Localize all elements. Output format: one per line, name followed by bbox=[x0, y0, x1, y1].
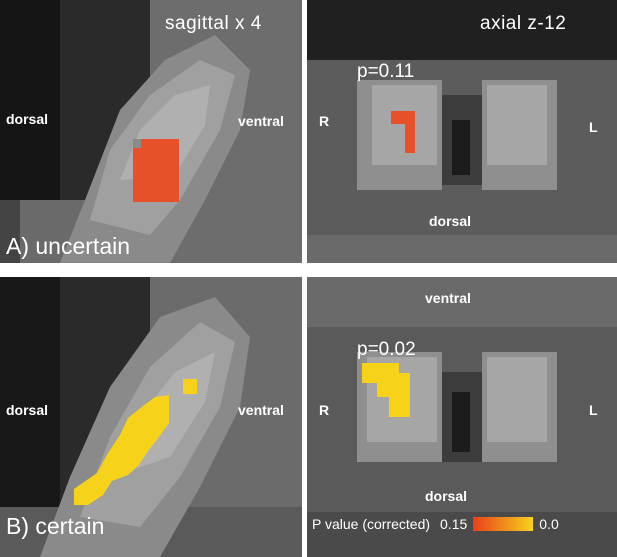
certain-overlay-dot bbox=[183, 379, 197, 394]
color-legend: P value (corrected) 0.15 0.0 bbox=[312, 512, 559, 536]
view-label: axial z-12 bbox=[480, 13, 567, 34]
left-direction-label: dorsal bbox=[6, 111, 49, 127]
panel-sagittal-uncertain: sagittal x 4 dorsal ventral A) uncertain bbox=[0, 0, 302, 263]
panel-sagittal-certain: dorsal ventral B) certain bbox=[0, 277, 302, 557]
mri-slice-image bbox=[0, 0, 302, 263]
legend-min-label: 0.15 bbox=[440, 516, 468, 532]
mri-slice-image bbox=[307, 277, 617, 557]
panel-axial-uncertain: axial z-12 p=0.11 R L dorsal bbox=[307, 0, 617, 263]
mri-slice-image bbox=[0, 277, 302, 557]
condition-label: B) certain bbox=[6, 513, 105, 539]
left-direction-label: R bbox=[319, 113, 330, 129]
legend-colorbar bbox=[473, 517, 534, 531]
right-direction-label: ventral bbox=[238, 402, 284, 418]
bottom-direction-label: dorsal bbox=[429, 213, 472, 229]
view-label: sagittal x 4 bbox=[165, 13, 262, 34]
right-direction-label: ventral bbox=[238, 113, 284, 129]
left-direction-label: R bbox=[319, 402, 330, 418]
legend-title: P value (corrected) bbox=[312, 516, 431, 532]
mri-slice-image bbox=[307, 0, 617, 263]
left-direction-label: dorsal bbox=[6, 402, 49, 418]
panel-axial-certain: ventral p=0.02 R L dorsal bbox=[307, 277, 617, 557]
p-value-label: p=0.02 bbox=[357, 339, 416, 360]
bottom-direction-label: dorsal bbox=[425, 488, 468, 504]
legend-max-label: 0.0 bbox=[539, 516, 559, 532]
certain-overlay bbox=[74, 395, 169, 505]
uncertain-overlay bbox=[391, 111, 415, 153]
p-value-label: p=0.11 bbox=[357, 61, 415, 82]
condition-label: A) uncertain bbox=[6, 233, 131, 259]
right-direction-label: L bbox=[589, 119, 598, 135]
top-direction-label: ventral bbox=[425, 290, 471, 306]
certain-overlay bbox=[362, 363, 410, 417]
right-direction-label: L bbox=[589, 402, 598, 418]
uncertain-overlay bbox=[133, 139, 179, 202]
